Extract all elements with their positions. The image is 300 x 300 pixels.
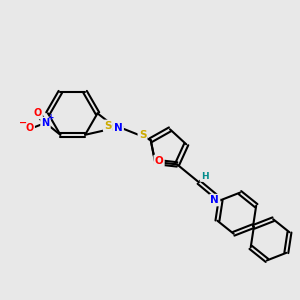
Text: N: N [41, 118, 50, 128]
Text: S: S [104, 121, 112, 131]
Text: −: − [19, 118, 27, 128]
Text: O: O [26, 123, 34, 133]
Text: S: S [139, 130, 146, 140]
Text: H: H [201, 172, 208, 181]
Text: +: + [47, 113, 54, 122]
Text: N: N [114, 123, 123, 133]
Text: N: N [210, 195, 219, 205]
Text: O: O [155, 156, 164, 166]
Text: O: O [33, 108, 42, 118]
